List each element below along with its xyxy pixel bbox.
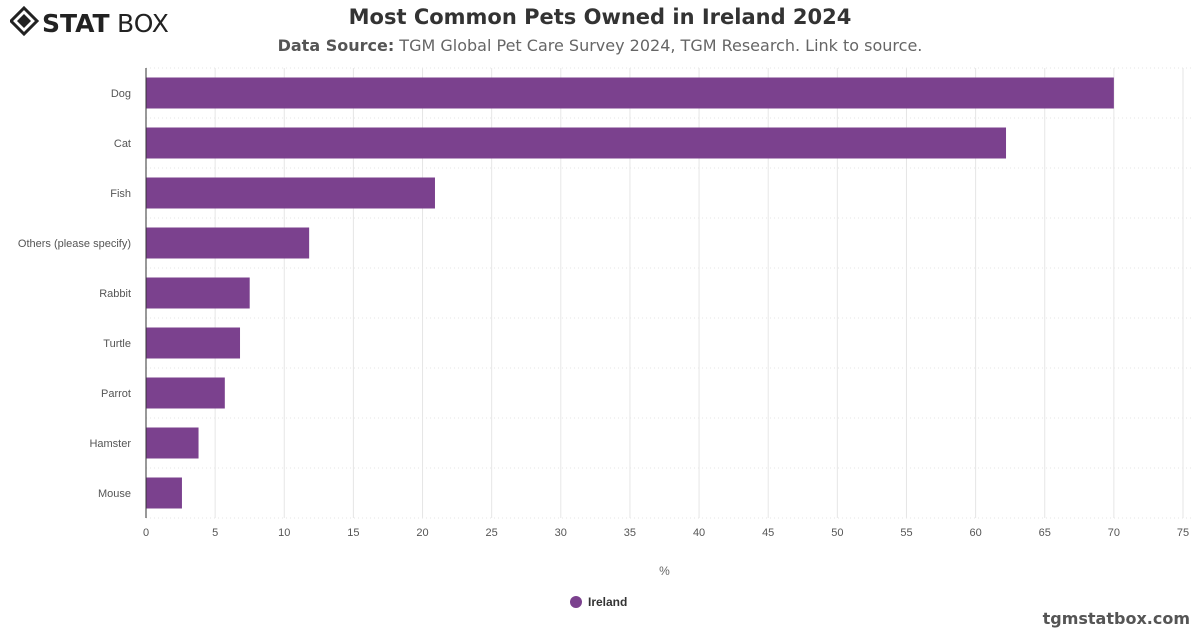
bar-others-please-specify- [146, 227, 310, 259]
bar-dog [146, 77, 1114, 109]
y-tick-label: Hamster [89, 438, 131, 450]
x-tick-label: 40 [693, 527, 705, 539]
chart-subtitle: Data Source: TGM Global Pet Care Survey … [0, 36, 1200, 55]
plot-area: 0 5 10 15 20 25 30 35 40 45 50 55 60 65 70 75 Dog Cat Fish… [18, 67, 1191, 539]
x-tick-label: 25 [486, 527, 498, 539]
bar-fish [146, 177, 435, 209]
site-credit: tgmstatbox.com [1042, 609, 1190, 628]
y-tick-label: Dog [111, 88, 131, 100]
diamond-logo-icon [10, 6, 40, 37]
x-tick-label: 0 [143, 527, 149, 539]
source-label: Data Source: [277, 36, 395, 55]
x-tick-label: 10 [278, 527, 290, 539]
x-axis-label: % [659, 564, 670, 578]
x-tick-label: 55 [900, 527, 912, 539]
x-tick-label: 60 [969, 527, 981, 539]
x-tick-label: 50 [831, 527, 843, 539]
x-tick-label: 20 [416, 527, 428, 539]
bar-turtle [146, 327, 241, 359]
y-tick-label: Turtle [103, 338, 131, 350]
x-tick-label: 75 [1177, 527, 1189, 539]
x-tick-label: 45 [762, 527, 774, 539]
bar-parrot [146, 377, 225, 409]
y-tick-label: Mouse [98, 488, 131, 500]
bar-rabbit [146, 277, 250, 309]
x-tick-label: 15 [347, 527, 359, 539]
y-tick-label: Cat [114, 138, 131, 150]
legend-label: Ireland [588, 595, 628, 609]
svg-text:BOX: BOX [117, 9, 169, 38]
x-tick-label: 35 [624, 527, 636, 539]
statbox-logo: STAT BOX [10, 6, 169, 38]
y-tick-label: Rabbit [99, 288, 131, 300]
bar-cat [146, 127, 1007, 159]
y-tick-label: Others (please specify) [18, 238, 131, 250]
x-tick-label: 30 [555, 527, 567, 539]
chart-title: Most Common Pets Owned in Ireland 2024 [348, 5, 852, 29]
legend-marker [570, 596, 582, 608]
x-tick-label: 65 [1039, 527, 1051, 539]
y-tick-label: Parrot [101, 388, 131, 400]
bar-hamster [146, 427, 199, 459]
source-link[interactable]: TGM Global Pet Care Survey 2024, TGM Res… [394, 36, 923, 55]
x-tick-label: 70 [1108, 527, 1120, 539]
svg-text:STAT: STAT [42, 9, 110, 38]
bar-mouse [146, 477, 182, 509]
legend-item[interactable]: Ireland [570, 595, 627, 609]
x-tick-label: 5 [212, 527, 218, 539]
y-tick-label: Fish [110, 188, 131, 200]
